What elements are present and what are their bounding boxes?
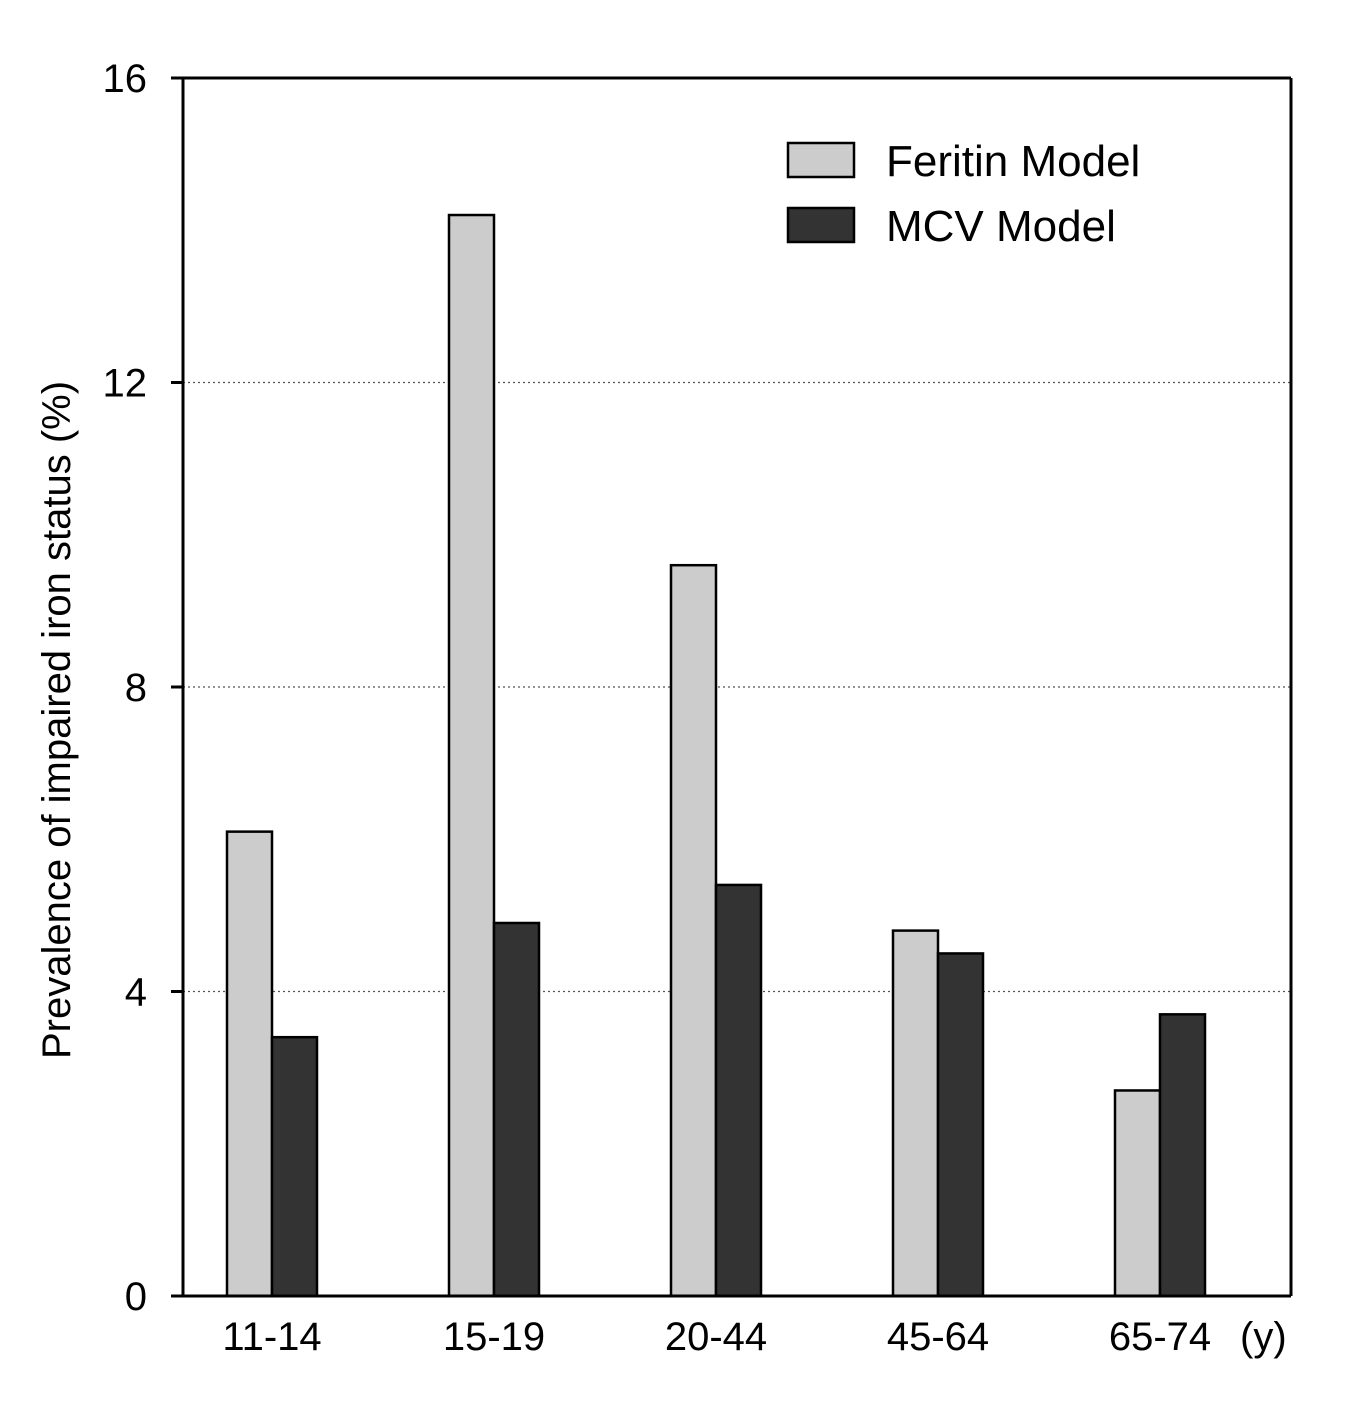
y-tick-label: 12 [103,362,148,406]
y-tick-label: 4 [125,971,147,1015]
bar-feritin-45-64 [891,929,940,1298]
legend-swatch-mcv [786,206,856,244]
x-tick-label: 65-74 [1109,1315,1211,1359]
x-tick-labels: 11-14 15-19 20-44 45-64 65-74 [222,1315,1211,1359]
x-tick-label: 45-64 [887,1315,989,1359]
bar-mcv-15-19 [492,921,541,1298]
x-unit-label: (y) [1240,1315,1287,1359]
axes [181,76,1293,1298]
x-tick-label: 11-14 [222,1315,321,1359]
bar-feritin-20-44 [669,563,718,1298]
x-tick-label: 20-44 [665,1315,767,1359]
bar-mcv-20-44 [714,883,763,1298]
bar-mcv-11-14 [270,1035,319,1298]
legend-label: Feritin Model [886,137,1140,186]
bar-feritin-11-14 [225,830,274,1298]
x-tick-label: 15-19 [443,1315,545,1359]
bars [225,213,1207,1298]
bar-mcv-65-74 [1158,1013,1207,1298]
y-tick-labels: 0 4 8 12 16 [103,57,183,1319]
bar-mcv-45-64 [936,952,985,1298]
legend: Feritin Model MCV Model [786,137,1140,251]
y-tick-label: 0 [125,1275,147,1319]
legend-swatch-feritin [786,141,856,179]
legend-label: MCV Model [886,202,1116,251]
bar-feritin-15-19 [447,213,496,1298]
y-tick-label: 8 [125,666,147,710]
y-axis-title: Prevalence of impaired iron status (%) [35,381,79,1059]
y-tick-label: 16 [103,57,148,101]
bar-feritin-65-74 [1113,1089,1162,1298]
